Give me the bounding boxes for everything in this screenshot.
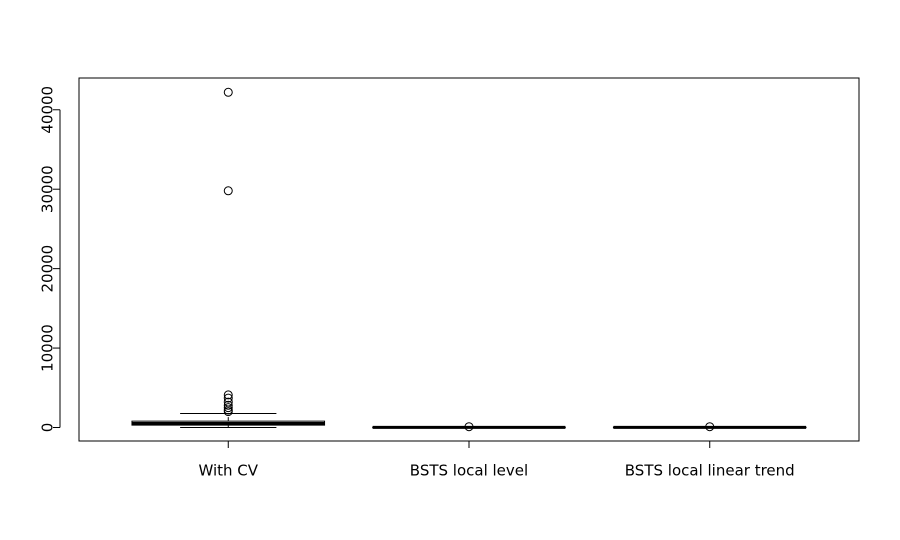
outlier xyxy=(705,422,715,432)
outlier xyxy=(223,390,233,400)
outlier xyxy=(223,397,233,407)
outlier xyxy=(223,186,233,196)
x-tick-label: With CV xyxy=(198,462,258,480)
x-tick-label: BSTS local level xyxy=(410,462,528,480)
outlier xyxy=(223,403,233,413)
y-tick-label: 10000 xyxy=(39,324,57,372)
outlier xyxy=(223,400,233,410)
y-tick-label: 30000 xyxy=(39,165,57,213)
outlier xyxy=(223,87,233,97)
plot-frame xyxy=(78,77,860,442)
y-tick-label: 20000 xyxy=(39,245,57,293)
y-tick-label: 0 xyxy=(39,423,57,433)
outlier xyxy=(464,422,474,432)
y-tick-label: 40000 xyxy=(39,86,57,134)
x-tick-label: BSTS local linear trend xyxy=(625,462,795,480)
outlier xyxy=(223,393,233,403)
